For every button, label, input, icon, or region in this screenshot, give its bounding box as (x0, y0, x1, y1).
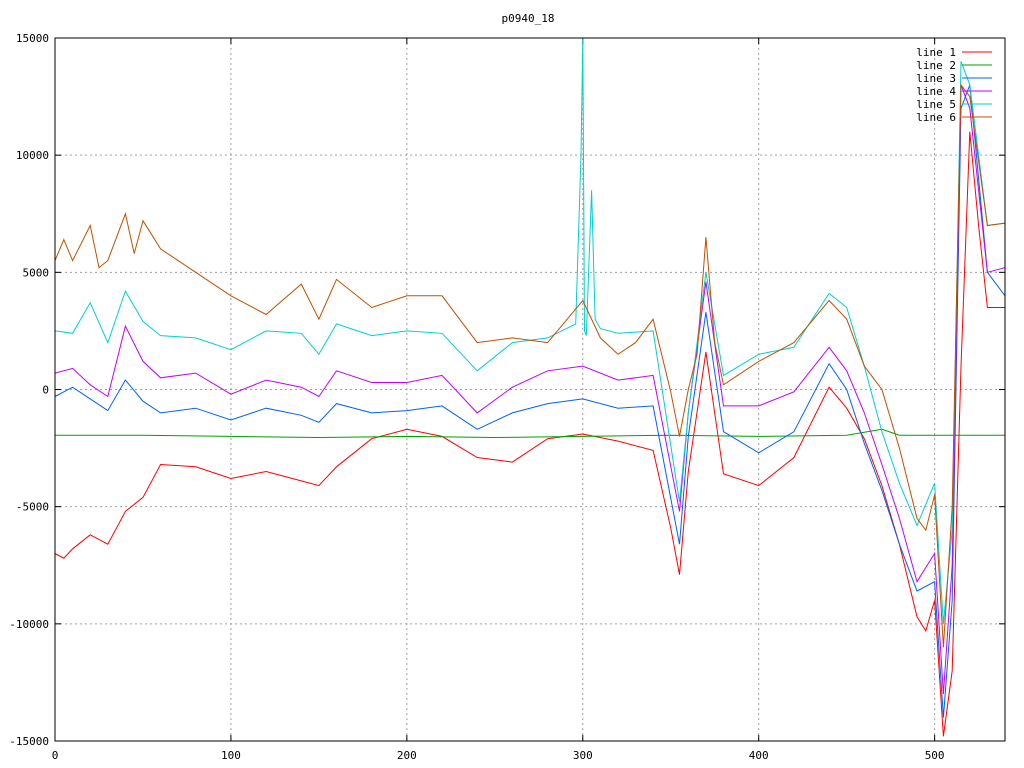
plot-frame (54, 37, 1006, 742)
legend-label-5: line 5 (916, 98, 956, 111)
chart-title: p0940_18 (502, 12, 555, 25)
y-tick-label: 0 (42, 384, 49, 397)
x-tick-label: 400 (749, 749, 769, 762)
grid-lines (55, 38, 1005, 741)
x-tick-label: 500 (925, 749, 945, 762)
legend-label-3: line 3 (916, 72, 956, 85)
legend-label-2: line 2 (916, 59, 956, 72)
axis-ticks: -15000 -10000 -5000 0 5000 10000 15000 0 100 200 3… (9, 32, 1005, 762)
series-line-5 (55, 38, 1005, 624)
x-tick-label: 0 (52, 749, 59, 762)
series-line-6 (55, 83, 1005, 648)
series-line-4 (55, 84, 1005, 695)
legend-label-1: line 1 (916, 46, 956, 59)
y-tick-label: -15000 (9, 735, 49, 748)
y-tick-label: 5000 (23, 266, 50, 279)
series-lines (55, 38, 1005, 737)
series-line-2 (55, 428, 1005, 439)
x-tick-label: 200 (397, 749, 417, 762)
series-line-3 (55, 84, 1005, 718)
y-tick-label: 10000 (16, 149, 49, 162)
y-tick-label: -10000 (9, 618, 49, 631)
x-tick-label: 100 (221, 749, 241, 762)
x-tick-label: 300 (573, 749, 593, 762)
legend-label-6: line 6 (916, 111, 956, 124)
y-tick-label: 15000 (16, 32, 49, 45)
y-tick-label: -5000 (16, 501, 49, 514)
series-line-1 (55, 131, 1005, 737)
legend-label-4: line 4 (916, 85, 956, 98)
